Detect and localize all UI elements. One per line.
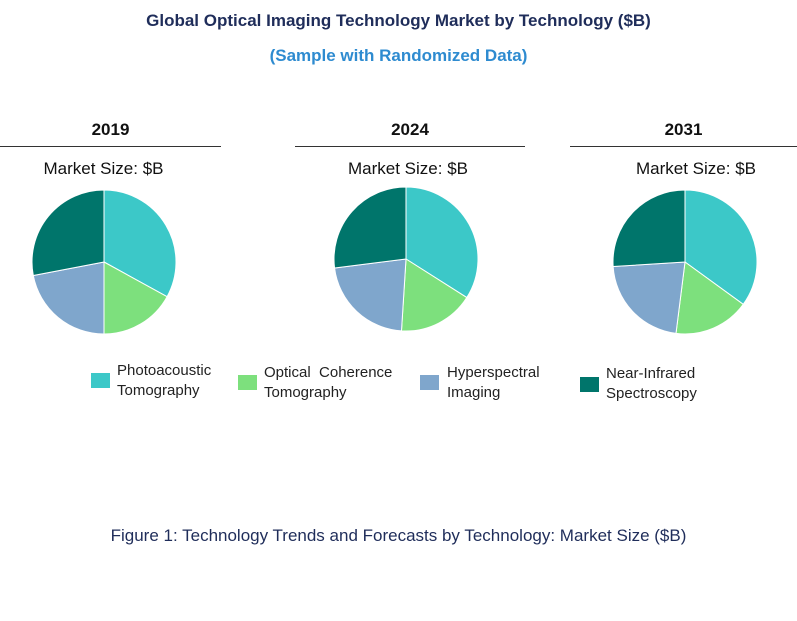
market-size-label-2024: Market Size: $B [348,159,468,178]
pie-slice-2024-hyperspectral [334,258,407,332]
pie-slice-2024-oct [400,258,468,332]
legend-swatch-photoacoustic [91,373,110,388]
legend-label-photoacoustic: Photoacoustic Tomography [117,361,211,401]
pie-slice-2019-oct [103,261,168,335]
pie-slice-2031-hyperspectral [612,261,686,334]
legend-label-hyperspectral: Hyperspectral Imaging [447,363,540,403]
year-label-2024: 2024 [391,120,429,139]
year-divider-2019 [0,146,221,147]
pie-slice-2024-nir [333,186,407,269]
legend-swatch-nir [580,377,599,392]
pie-slice-2031-photoacoustic [684,189,758,306]
legend-label-nir: Near-Infrared Spectroscopy [606,364,697,404]
legend-label-oct: Optical Coherence Tomography [264,363,392,403]
pie-slice-2031-nir [612,189,686,268]
market-size-label-2031: Market Size: $B [636,159,756,178]
legend-label-nir-line2: Spectroscopy [606,385,697,402]
figure-caption: Figure 1: Technology Trends and Forecast… [110,526,687,545]
legend-label-hyperspectral-line1: Hyperspectral [447,364,540,381]
legend-label-photoacoustic-line1: Photoacoustic [117,362,212,379]
legend-swatch-oct [238,375,257,390]
legend-label-oct-line1: Optical Coherence [264,364,393,381]
pie-slice-2019-photoacoustic [103,189,177,298]
legend-label-photoacoustic-line2: Tomography [117,382,200,399]
pie-slice-2019-hyperspectral [32,261,105,335]
year-divider-2024 [295,146,525,147]
year-label-2019: 2019 [91,120,130,139]
pie-slice-2031-oct [675,261,744,335]
year-label-2031: 2031 [664,120,703,139]
market-size-label-2019: Market Size: $B [43,159,164,178]
chart-title: Global Optical Imaging Technology Market… [146,11,651,30]
legend-label-hyperspectral-line2: Imaging [447,384,501,401]
pie-slice-2019-nir [31,189,105,277]
legend-label-nir-line1: Near-Infrared [606,365,696,382]
chart-subtitle: (Sample with Randomized Data) [269,46,528,65]
year-divider-2031 [570,146,797,147]
legend-label-oct-line2: Tomography [264,384,347,401]
legend-swatch-hyperspectral [420,375,439,390]
